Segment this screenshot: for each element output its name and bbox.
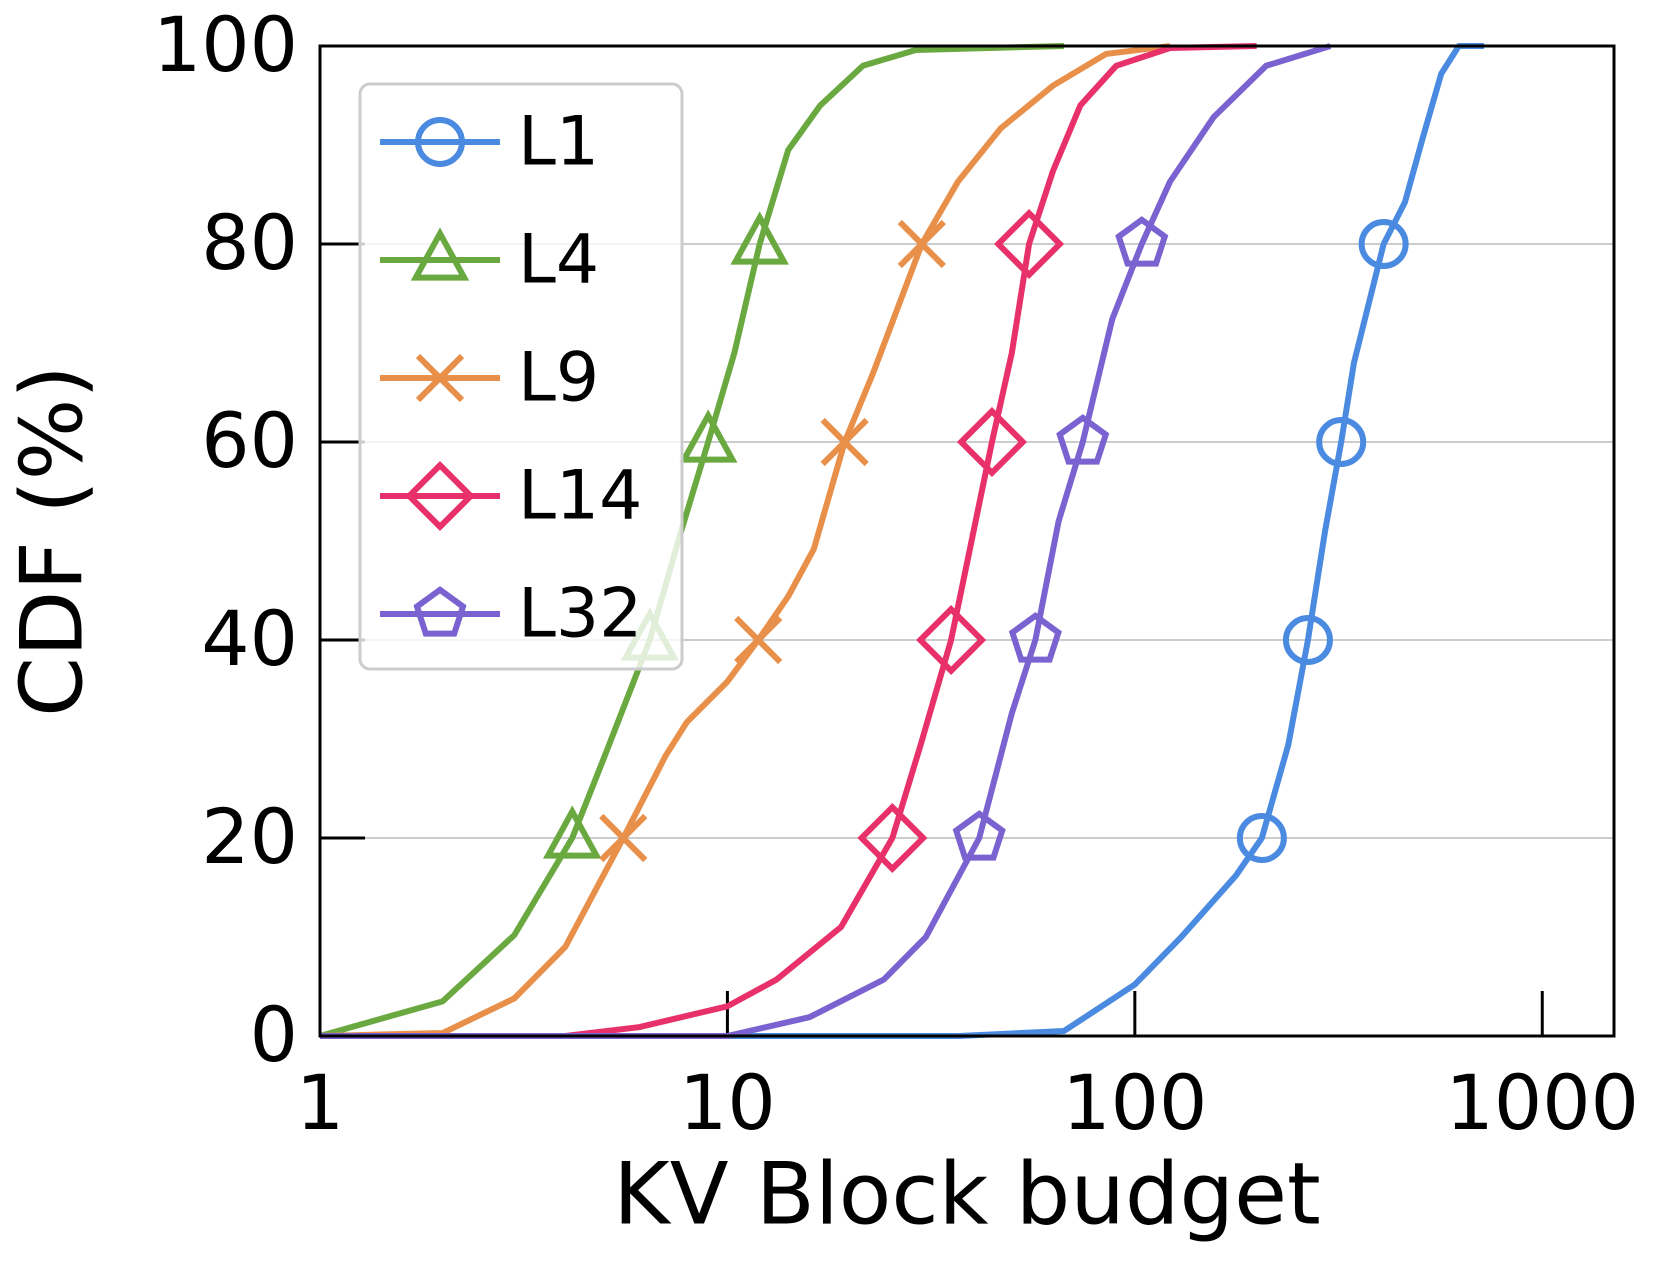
y-tick-label: 40 — [201, 594, 298, 683]
legend-marker — [410, 227, 470, 281]
y-axis-label: CDF (%) — [2, 365, 102, 717]
legend-marker — [404, 460, 476, 532]
legend-text: L14 — [518, 457, 642, 536]
data-point — [994, 208, 1065, 280]
data-point — [820, 417, 869, 467]
legend-text: L1 — [518, 103, 599, 182]
data-point — [599, 813, 648, 863]
x-tick-label: 1000 — [1446, 1058, 1639, 1147]
x-tick-label: 1 — [296, 1058, 344, 1147]
x-axis-label: KV Block budget — [613, 1144, 1320, 1244]
series-line — [320, 43, 1485, 1039]
legend-marker — [415, 117, 465, 167]
legend-text: L4 — [518, 221, 599, 300]
legend-text: L32 — [518, 575, 642, 654]
x-tick-label: 10 — [679, 1058, 776, 1147]
plot-frame — [318, 44, 1616, 1038]
data-point — [1056, 414, 1110, 465]
data-point — [1115, 216, 1169, 267]
data-point — [1316, 417, 1367, 467]
y-tick-label: 60 — [201, 396, 298, 485]
y-tick-label: 100 — [153, 0, 298, 89]
y-tick-label: 80 — [201, 198, 298, 287]
legend-marker — [413, 586, 467, 637]
data-point — [734, 615, 783, 665]
y-tick-label: 20 — [201, 792, 298, 881]
data-point — [730, 211, 789, 265]
series-line — [319, 43, 1171, 1039]
series-line — [320, 43, 1257, 1039]
data-point — [1282, 615, 1333, 665]
data-point — [678, 409, 738, 463]
x-tick-label: 100 — [1062, 1058, 1207, 1147]
legend-marker — [415, 353, 465, 403]
data-point — [857, 802, 928, 874]
data-point — [542, 805, 602, 859]
data-point — [1236, 813, 1287, 863]
data-point — [956, 406, 1028, 478]
data-point — [1008, 612, 1062, 663]
data-point — [916, 604, 987, 676]
y-tick-label: 0 — [250, 990, 298, 1079]
data-point — [952, 810, 1006, 861]
series-line — [320, 43, 1332, 1039]
data-point — [1358, 219, 1409, 269]
series-line — [319, 43, 1065, 1039]
legend-text: L9 — [518, 339, 599, 418]
data-point — [897, 219, 946, 269]
